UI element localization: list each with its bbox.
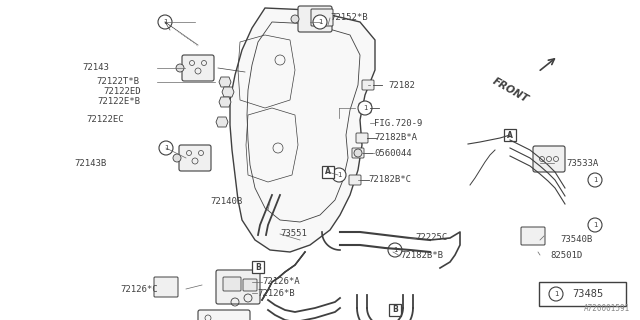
Text: 73533A: 73533A [566,158,598,167]
Polygon shape [216,117,228,127]
FancyBboxPatch shape [311,9,333,26]
Text: 72122EC: 72122EC [86,116,124,124]
FancyBboxPatch shape [223,277,241,291]
FancyBboxPatch shape [322,166,334,178]
Text: 72152*B: 72152*B [330,13,367,22]
FancyBboxPatch shape [179,145,211,171]
Circle shape [158,15,172,29]
Circle shape [159,141,173,155]
Text: 72182B*C: 72182B*C [368,175,411,185]
Text: 72143B: 72143B [74,158,106,167]
FancyBboxPatch shape [243,279,257,291]
Polygon shape [219,97,231,107]
Text: 1: 1 [593,222,597,228]
Text: 1: 1 [554,291,558,297]
Text: 72122E*B: 72122E*B [97,98,140,107]
Text: 72122T*B: 72122T*B [96,77,139,86]
Text: 0560044: 0560044 [374,148,412,157]
Circle shape [588,173,602,187]
Circle shape [291,15,299,23]
FancyBboxPatch shape [352,148,364,158]
Text: 72126*B: 72126*B [257,289,294,298]
Circle shape [332,168,346,182]
Text: FIG.720-9: FIG.720-9 [374,118,422,127]
Text: 1: 1 [317,19,323,25]
Circle shape [354,149,362,157]
Text: 72182B*A: 72182B*A [374,133,417,142]
FancyBboxPatch shape [252,261,264,273]
Circle shape [388,243,402,257]
Circle shape [549,287,563,301]
FancyBboxPatch shape [362,80,374,90]
FancyBboxPatch shape [182,55,214,81]
Text: 1: 1 [163,19,167,25]
Circle shape [588,218,602,232]
FancyBboxPatch shape [198,310,250,320]
Text: 73540B: 73540B [560,236,592,244]
FancyBboxPatch shape [216,270,260,304]
FancyBboxPatch shape [389,304,401,316]
Text: 82501D: 82501D [550,251,582,260]
FancyBboxPatch shape [298,6,332,32]
Text: 1: 1 [393,247,397,253]
Text: A: A [325,167,331,177]
Text: 1: 1 [164,145,168,151]
Text: 72182: 72182 [388,81,415,90]
Polygon shape [230,8,375,252]
FancyBboxPatch shape [349,175,361,185]
Text: B: B [392,306,398,315]
FancyBboxPatch shape [521,227,545,245]
FancyBboxPatch shape [504,129,516,141]
FancyBboxPatch shape [154,277,178,297]
Text: 72182B*B: 72182B*B [400,252,443,260]
Text: 1: 1 [363,105,367,111]
Circle shape [173,154,181,162]
Text: 72225C: 72225C [415,234,447,243]
Text: 72126*C: 72126*C [120,284,157,293]
Text: FRONT: FRONT [490,76,530,104]
Text: 1: 1 [337,172,341,178]
Circle shape [176,64,184,72]
Text: 72122ED: 72122ED [103,87,141,97]
Text: 1: 1 [593,177,597,183]
Text: 73485: 73485 [572,289,604,299]
Circle shape [358,101,372,115]
FancyBboxPatch shape [533,146,565,172]
FancyBboxPatch shape [539,282,626,306]
FancyBboxPatch shape [356,133,368,143]
Polygon shape [222,87,234,97]
FancyBboxPatch shape [359,103,371,113]
Text: A720001591: A720001591 [584,304,630,313]
Text: B: B [255,262,261,271]
Text: A: A [507,131,513,140]
Text: 72140B: 72140B [210,197,243,206]
Circle shape [313,15,327,29]
Polygon shape [219,77,231,87]
Text: 72126*A: 72126*A [262,277,300,286]
Text: 72143: 72143 [82,63,109,73]
Text: 73551: 73551 [280,229,307,238]
